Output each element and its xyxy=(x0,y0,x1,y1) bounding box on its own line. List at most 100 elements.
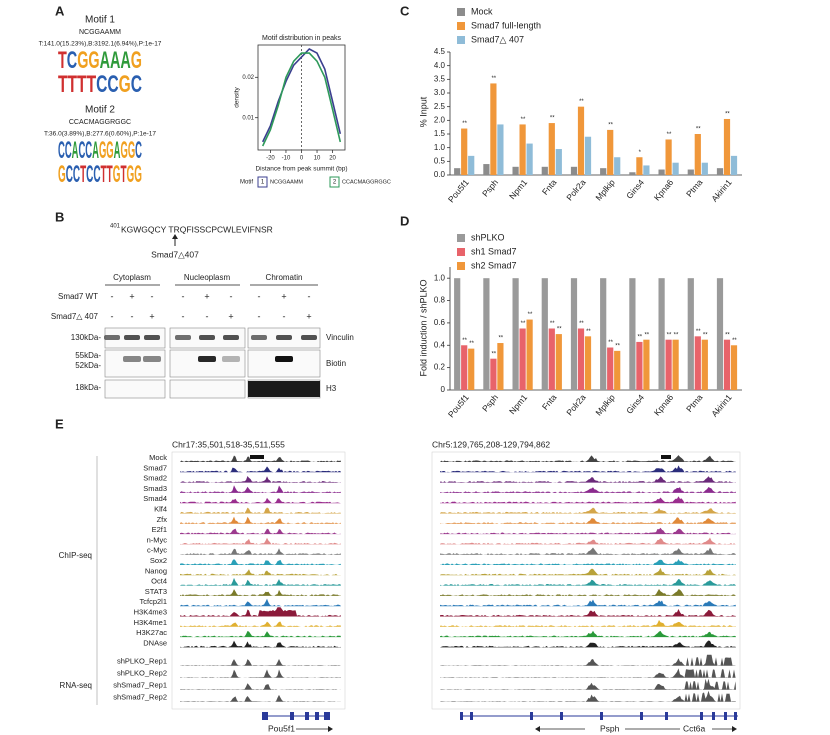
coverage-track xyxy=(180,598,341,607)
significance: ** xyxy=(615,343,620,349)
track-name: H3K27ac xyxy=(136,628,167,637)
bar xyxy=(716,168,724,175)
bar xyxy=(723,118,731,175)
bar xyxy=(584,136,592,175)
x-tick-label: Polr2a xyxy=(564,177,588,202)
coverage-track xyxy=(440,619,736,627)
bar xyxy=(512,278,519,390)
exon xyxy=(700,712,703,720)
bar xyxy=(629,172,636,175)
coverage-track xyxy=(180,497,341,504)
bar xyxy=(454,168,461,175)
coverage-track xyxy=(440,599,736,607)
track-name: Smad4 xyxy=(143,494,167,503)
significance: ** xyxy=(644,332,649,338)
y-tick-label: 0.01 xyxy=(242,115,254,121)
bar xyxy=(701,162,708,175)
y-tick-label: 0.02 xyxy=(242,75,254,81)
coverage-track xyxy=(180,577,341,586)
bar xyxy=(636,341,643,390)
band xyxy=(198,356,216,362)
x-axis-label: Distance from peak summit (bp) xyxy=(255,166,347,173)
significance: ** xyxy=(579,321,584,327)
x-tick-label: Gins4 xyxy=(624,392,646,416)
band xyxy=(143,356,161,362)
y-tick-label: 1.0 xyxy=(434,143,446,152)
x-tick-label: Akirin1 xyxy=(709,177,734,204)
coverage-track xyxy=(440,678,736,690)
protein-label: Vinculin xyxy=(326,333,354,342)
y-tick-label: 1.5 xyxy=(434,129,446,138)
exon xyxy=(724,712,727,720)
y-tick-label: 2.0 xyxy=(434,115,446,124)
track-name: DNAse xyxy=(143,638,167,647)
x-tick-label: Mplkip xyxy=(593,177,617,202)
track-name: c-Myc xyxy=(147,546,167,555)
condition-mark: - xyxy=(111,291,114,301)
exon xyxy=(640,712,643,720)
legend-label: sh2 Smad7 xyxy=(471,260,517,270)
bar xyxy=(607,347,614,390)
coverage-track xyxy=(180,631,341,638)
condition-mark: - xyxy=(131,311,134,321)
significance: ** xyxy=(674,332,679,338)
significance: ** xyxy=(462,121,467,127)
bar xyxy=(643,339,650,390)
track-name: Nanog xyxy=(145,566,167,575)
significance: ** xyxy=(521,321,526,327)
bar xyxy=(600,278,607,390)
band xyxy=(223,335,239,340)
y-tick-label: 0.5 xyxy=(434,156,446,165)
bar xyxy=(607,129,614,175)
exon xyxy=(262,712,268,720)
coverage-track xyxy=(180,528,341,535)
significance: ** xyxy=(491,351,496,357)
coverage-track xyxy=(180,640,341,648)
coverage-track xyxy=(440,567,736,576)
condition-mark: - xyxy=(230,291,233,301)
significance: ** xyxy=(586,329,591,335)
bar xyxy=(490,83,497,175)
coverage-track xyxy=(180,548,341,555)
coverage-track xyxy=(440,476,736,483)
band xyxy=(175,335,191,340)
track-name: Zfx xyxy=(157,515,168,524)
coverage-track xyxy=(180,607,341,617)
condition-mark: - xyxy=(308,291,311,301)
band xyxy=(144,335,160,340)
significance: ** xyxy=(608,340,613,346)
y-tick-label: 1.0 xyxy=(434,273,446,282)
bar xyxy=(694,134,701,175)
legend-label: Smad7△ 407 xyxy=(471,34,524,44)
bar xyxy=(730,155,738,175)
density-line xyxy=(261,52,342,147)
x-tick-label: Psph xyxy=(480,177,500,198)
coverage-track xyxy=(440,465,736,473)
coverage-track xyxy=(440,496,736,504)
region-coordinate: Chr17:35,501,518-35,511,555 xyxy=(172,439,285,449)
legend-key-label: 2 xyxy=(333,180,337,186)
y-tick-label: 0 xyxy=(441,385,446,394)
band xyxy=(222,356,240,362)
coverage-track xyxy=(440,654,736,666)
coverage-track xyxy=(440,517,736,524)
arrow-head xyxy=(172,234,178,239)
significance: ** xyxy=(732,338,737,344)
coverage-track xyxy=(440,640,736,648)
y-axis-label: density xyxy=(234,86,241,107)
x-tick-label: Kpna6 xyxy=(652,392,676,417)
coverage-track xyxy=(180,659,341,666)
bar xyxy=(614,157,621,175)
bar xyxy=(454,278,461,390)
bar xyxy=(658,278,665,390)
coverage-track xyxy=(180,455,341,462)
condition-mark: + xyxy=(228,311,233,321)
bar xyxy=(555,334,562,390)
significance: ** xyxy=(557,327,562,333)
bar xyxy=(643,165,650,175)
significance: ** xyxy=(696,329,701,335)
x-tick-label: -20 xyxy=(266,156,275,162)
track-name: Oct4 xyxy=(151,577,167,586)
significance: ** xyxy=(498,336,503,342)
motif-stats: T:36.0(3.89%),B:277.6(0.60%),P:1e-17 xyxy=(44,131,156,138)
